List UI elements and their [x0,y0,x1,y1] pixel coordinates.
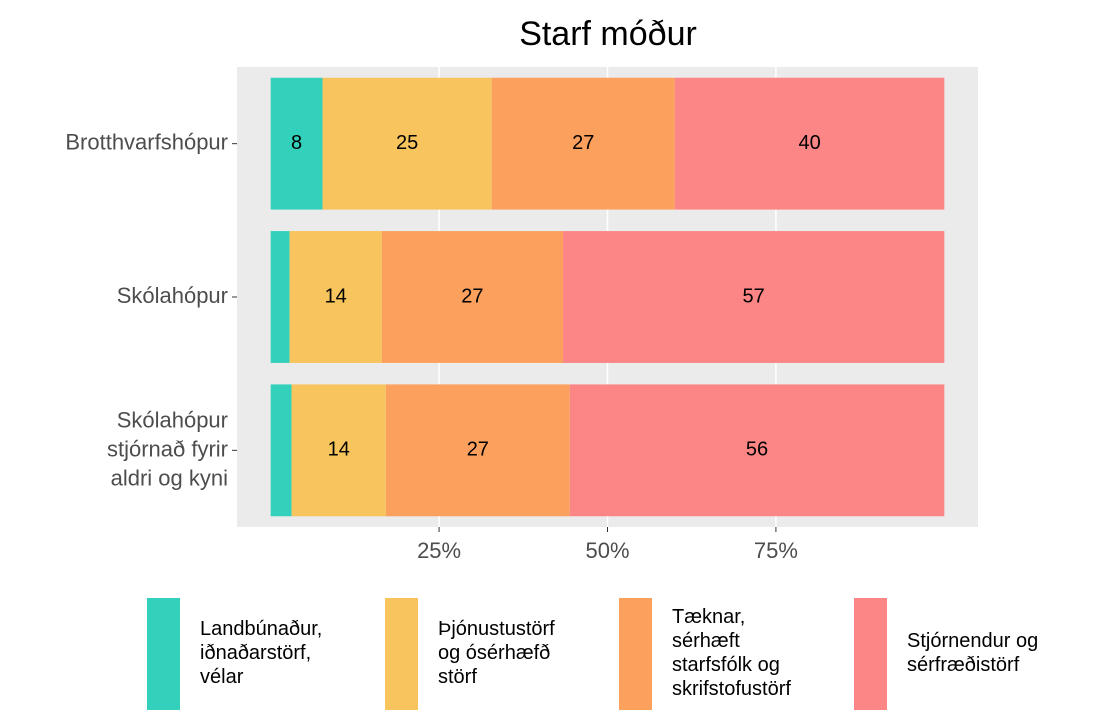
legend-label: Þjónustustörf og ósérhæfð störf [438,618,555,688]
data-label: 14 [328,439,350,461]
x-tick-label: 50% [585,538,629,563]
bar-segment [569,384,945,517]
legend-key [854,598,887,710]
legend-key [619,598,652,710]
bar-segment [289,231,382,363]
data-label: 56 [746,439,768,461]
data-label: 57 [743,285,765,307]
data-label: 27 [467,439,489,461]
data-label: 27 [461,285,483,307]
bar-segment [385,384,570,517]
data-label: 25 [396,132,418,154]
bar-segment [270,77,323,210]
bar-segment [291,384,386,517]
bar-segment [563,231,945,363]
bar-segment [322,77,492,210]
legend-label: Tæknar, sérhæft starfsfólk og skrifstofustö… [672,606,791,700]
legend-label: Stjórnendur og sérfræðistörf [907,630,1038,676]
bar-segment [270,231,290,363]
data-label: 27 [572,132,594,154]
data-label: 40 [798,132,820,154]
legend-key [147,598,180,710]
bar-segment [674,77,945,210]
bar-segment [270,384,292,517]
data-label: 14 [325,285,347,307]
legend-label: Landbúnaður, iðnaðarstörf, vélar [200,618,322,688]
y-tick-label: Skólahópur [117,283,228,308]
x-tick-label: 75% [754,538,798,563]
y-tick-label: Skólahópur stjórnað fyrir aldri og kyni [107,407,228,490]
x-tick-label: 25% [417,538,461,563]
bar-segment [491,77,675,210]
legend-key [385,598,418,710]
y-tick-label: Brotthvarfshópur [65,129,228,154]
data-label: 8 [291,132,302,154]
chart-title: Starf móður [519,15,697,53]
bar-segment [381,231,564,363]
